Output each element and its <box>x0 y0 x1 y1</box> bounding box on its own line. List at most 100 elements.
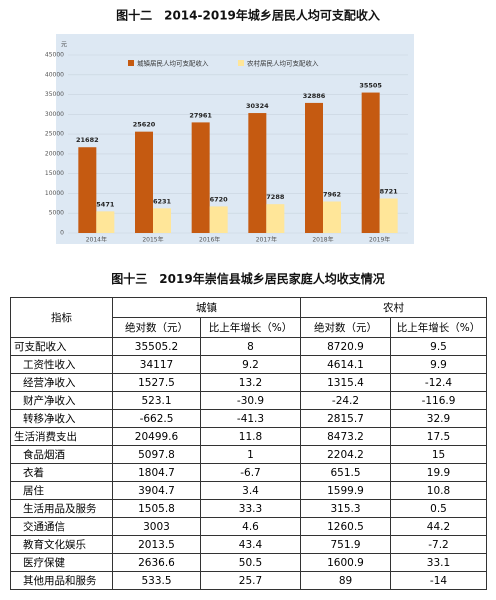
value-label: 8721 <box>380 188 399 196</box>
cell: 13.2 <box>200 373 301 392</box>
cell: 8473.2 <box>300 427 391 446</box>
bar <box>305 102 323 233</box>
cell: 35505.2 <box>112 337 201 356</box>
table-row: 医疗保健 2636.6 50.5 1600.9 33.1 <box>10 553 487 572</box>
x-tick-label: 2015年 <box>142 236 163 244</box>
value-label: 7962 <box>323 191 341 199</box>
legend-swatch <box>128 60 134 66</box>
cell: -116.9 <box>390 391 487 410</box>
bar <box>191 122 210 233</box>
cell: 19.9 <box>390 463 487 482</box>
table-row: 可支配收入 35505.2 8 8720.9 9.5 <box>10 337 487 356</box>
cell: 2013.5 <box>112 535 201 554</box>
legend-label: 农村居民人均可支配收入 <box>247 59 319 68</box>
cell: 315.3 <box>300 499 391 518</box>
row-label: 可支配收入 <box>10 337 113 356</box>
value-label: 35505 <box>359 82 382 90</box>
cell: 50.5 <box>200 553 301 572</box>
row-label: 交通通信 <box>10 517 113 536</box>
row-label: 居住 <box>10 481 113 500</box>
cell: 5097.8 <box>112 445 201 464</box>
cell: -662.5 <box>112 409 201 428</box>
y-tick-label: 30000 <box>45 111 64 118</box>
cell: 1 <box>200 445 301 464</box>
bar <box>248 113 267 233</box>
bar <box>135 131 153 233</box>
cell: 10.8 <box>390 481 487 500</box>
value-label: 25620 <box>133 121 156 129</box>
value-label: 5471 <box>96 200 115 208</box>
value-label: 32886 <box>303 92 326 100</box>
legend-label: 城镇居民人均可支配收入 <box>137 59 209 68</box>
cell: 2636.6 <box>112 553 201 572</box>
cell: 2815.7 <box>300 409 391 428</box>
cell: 4614.1 <box>300 355 391 374</box>
cell: 33.1 <box>390 553 487 572</box>
subheader-cell: 比上年增长（%） <box>200 317 301 338</box>
value-label: 6720 <box>210 195 229 203</box>
table-row: 居住 3904.7 3.4 1599.9 10.8 <box>10 481 487 500</box>
header-cell: 农村 <box>300 297 487 318</box>
bar <box>379 198 398 233</box>
y-tick-label: 45000 <box>45 52 64 59</box>
row-label: 其他用品和服务 <box>10 571 113 590</box>
chart-title: 图十二 2014-2019年城乡居民人均可支配收入 <box>116 8 380 23</box>
cell: 1804.7 <box>112 463 201 482</box>
cell: 533.5 <box>112 571 201 590</box>
cell: -6.7 <box>200 463 301 482</box>
cell: 44.2 <box>390 517 487 536</box>
x-tick-label: 2019年 <box>369 236 390 244</box>
chart-background <box>56 34 414 244</box>
value-label: 6231 <box>153 197 172 205</box>
table-row: 食品烟酒 5097.8 1 2204.2 15 <box>10 445 487 464</box>
x-tick-label: 2017年 <box>256 236 277 244</box>
table-row: 教育文化娱乐 2013.5 43.4 751.9 -7.2 <box>10 535 487 554</box>
bar <box>153 208 171 233</box>
row-label: 经营净收入 <box>10 373 113 392</box>
header-cell: 城镇 <box>112 297 301 318</box>
header-cell: 指标 <box>10 297 113 338</box>
cell: 1505.8 <box>112 499 201 518</box>
cell: 9.2 <box>200 355 301 374</box>
cell: 34117 <box>112 355 201 374</box>
bar <box>361 92 380 233</box>
table-row: 转移净收入 -662.5 -41.3 2815.7 32.9 <box>10 409 487 428</box>
bar <box>209 206 228 233</box>
table-row: 衣着 1804.7 -6.7 651.5 19.9 <box>10 463 487 482</box>
bar <box>78 147 97 233</box>
cell: 8 <box>200 337 301 356</box>
cell: 43.4 <box>200 535 301 554</box>
row-label: 医疗保健 <box>10 553 113 572</box>
y-tick-label: 10000 <box>45 190 64 197</box>
cell: 1260.5 <box>300 517 391 536</box>
table-row: 财产净收入 523.1 -30.9 -24.2 -116.9 <box>10 391 487 410</box>
cell: 89 <box>300 571 391 590</box>
table-row: 生活消费支出 20499.6 11.8 8473.2 17.5 <box>10 427 487 446</box>
cell: -24.2 <box>300 391 391 410</box>
cell: 20499.6 <box>112 427 201 446</box>
bar <box>323 201 341 233</box>
subheader-cell: 绝对数（元） <box>300 317 391 338</box>
row-label: 衣着 <box>10 463 113 482</box>
cell: 1527.5 <box>112 373 201 392</box>
cell: 1315.4 <box>300 373 391 392</box>
cell: 3904.7 <box>112 481 201 500</box>
table-row: 其他用品和服务 533.5 25.7 89 -14 <box>10 571 487 590</box>
y-tick-label: 5000 <box>49 210 64 217</box>
row-label: 生活消费支出 <box>10 427 113 446</box>
value-label: 21682 <box>76 136 99 144</box>
row-label: 财产净收入 <box>10 391 113 410</box>
cell: -14 <box>390 571 487 590</box>
cell: 11.8 <box>200 427 301 446</box>
y-tick-label: 15000 <box>45 170 64 177</box>
x-tick-label: 2018年 <box>312 236 333 244</box>
y-tick-label: 35000 <box>45 91 64 98</box>
cell: -41.3 <box>200 409 301 428</box>
bar <box>96 211 115 233</box>
cell: -12.4 <box>390 373 487 392</box>
data-table: 指标 城镇 农村 绝对数（元） 比上年增长（%） 绝对数（元） 比上年增长（%） 可支配收… <box>10 297 487 590</box>
cell: -7.2 <box>390 535 487 554</box>
bar <box>266 204 285 233</box>
table-row: 交通通信 3003 4.6 1260.5 44.2 <box>10 517 487 536</box>
value-label: 7288 <box>266 193 285 201</box>
